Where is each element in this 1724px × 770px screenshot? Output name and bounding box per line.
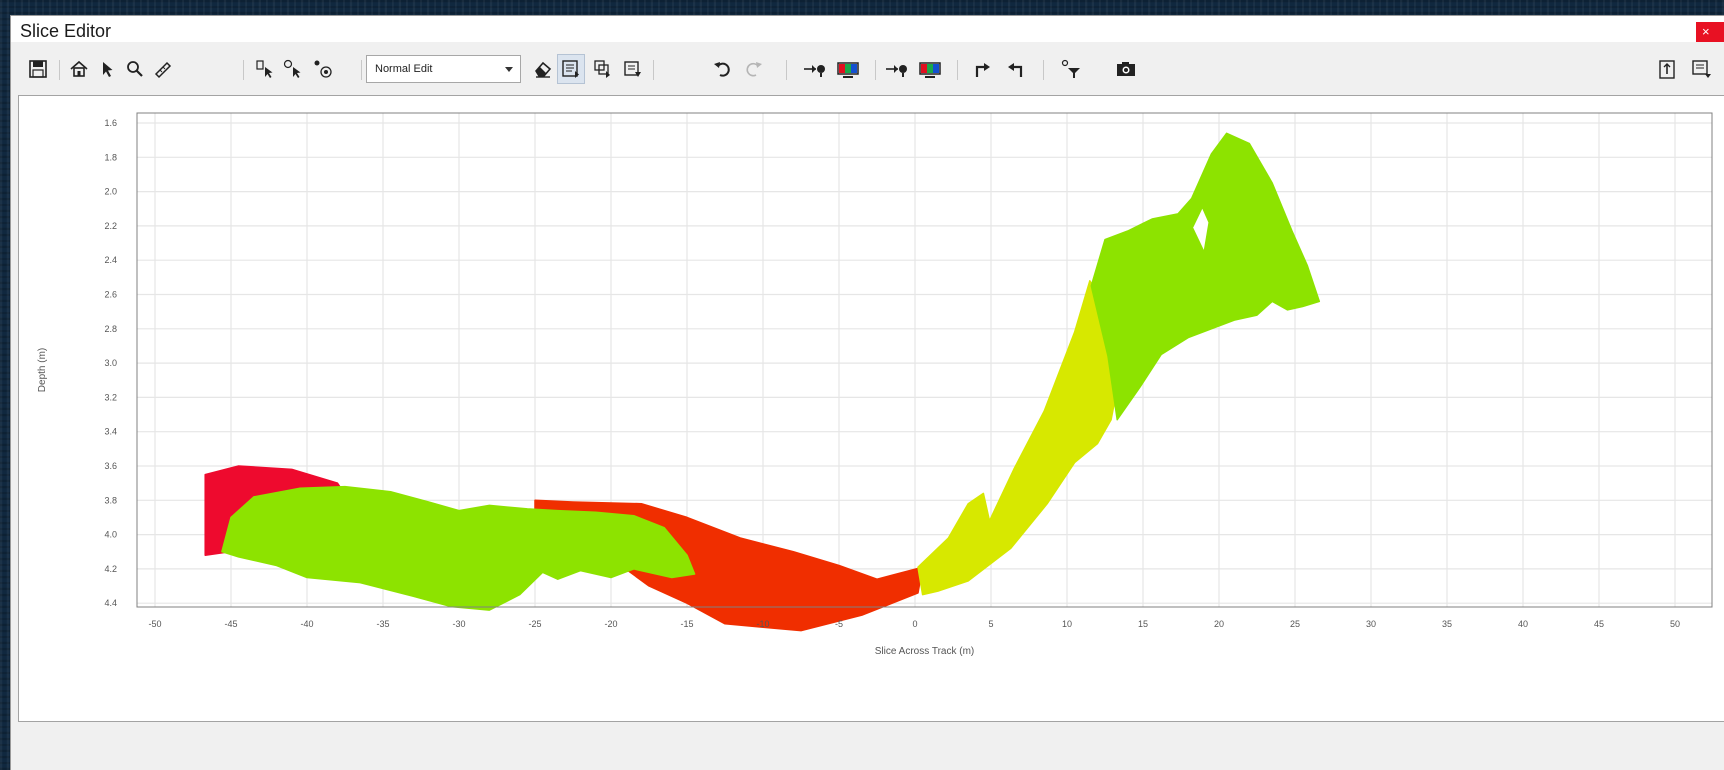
x-tick-label: -10 xyxy=(756,619,769,629)
redo-icon[interactable] xyxy=(739,54,767,84)
y-tick-label: 3.2 xyxy=(104,392,117,402)
y-axis-label: Depth (m) xyxy=(37,348,48,392)
home-icon[interactable] xyxy=(65,54,93,84)
x-tick-label: -30 xyxy=(452,619,465,629)
y-tick-label: 3.4 xyxy=(104,427,117,437)
window-title: Slice Editor xyxy=(20,21,112,41)
back-icon[interactable] xyxy=(1001,54,1029,84)
panel-menu-icon[interactable] xyxy=(1687,54,1715,84)
filter-icon[interactable] xyxy=(1058,54,1086,84)
x-tick-label: 5 xyxy=(988,619,993,629)
y-tick-label: 4.4 xyxy=(104,598,117,608)
x-tick-label: -50 xyxy=(148,619,161,629)
export-icon[interactable] xyxy=(1653,54,1681,84)
sounding-region-yellow[interactable] xyxy=(917,280,1120,596)
y-tick-label: 3.8 xyxy=(104,495,117,505)
color-icon[interactable] xyxy=(801,54,829,84)
y-tick-label: 2.6 xyxy=(104,290,117,300)
x-tick-label: -45 xyxy=(224,619,237,629)
x-tick-label: -25 xyxy=(528,619,541,629)
color-2-icon[interactable] xyxy=(883,54,911,84)
title-bar: Slice Editor × xyxy=(11,16,1724,42)
x-tick-label: 20 xyxy=(1214,619,1224,629)
colorbar-2-icon[interactable] xyxy=(916,54,944,84)
lasso-select-icon[interactable] xyxy=(589,54,617,84)
pointer-icon[interactable] xyxy=(93,54,121,84)
y-tick-label: 2.4 xyxy=(104,255,117,265)
colorbar-icon[interactable] xyxy=(834,54,862,84)
y-tick-label: 2.8 xyxy=(104,324,117,334)
plot-panel[interactable]: -50 -45 -40 -35 -30 -25 -20 -15 -10 -5 0 5 10 15 20 25 3… xyxy=(18,95,1724,722)
x-tick-label: 45 xyxy=(1594,619,1604,629)
sounding-region-green[interactable] xyxy=(1090,132,1321,421)
x-tick-label: 15 xyxy=(1138,619,1148,629)
y-tick-label: 1.6 xyxy=(104,118,117,128)
x-tick-label: 50 xyxy=(1670,619,1680,629)
x-tick-label: -5 xyxy=(835,619,843,629)
close-button[interactable]: × xyxy=(1696,22,1724,42)
x-tick-label: -20 xyxy=(604,619,617,629)
sounding-region-green[interactable] xyxy=(221,485,696,611)
x-axis-label: Slice Across Track (m) xyxy=(875,646,974,657)
x-tick-label: 10 xyxy=(1062,619,1072,629)
select-points-2-icon[interactable] xyxy=(279,54,307,84)
y-tick-label: 4.2 xyxy=(104,564,117,574)
toolbar: Normal Edit xyxy=(11,54,1724,90)
chevron-down-icon xyxy=(505,67,513,72)
x-tick-label: 25 xyxy=(1290,619,1300,629)
box-edit-icon[interactable] xyxy=(619,54,647,84)
select-points-icon[interactable] xyxy=(251,54,279,84)
camera-icon[interactable] xyxy=(1112,54,1140,84)
y-tick-label: 2.0 xyxy=(104,187,117,197)
slice-chart[interactable]: -50 -45 -40 -35 -30 -25 -20 -15 -10 -5 0 5 10 15 20 25 3… xyxy=(19,96,1724,721)
edit-mode-value: Normal Edit xyxy=(375,63,433,75)
data-gap xyxy=(1193,208,1209,250)
save-icon[interactable] xyxy=(24,54,52,84)
x-tick-label: 0 xyxy=(912,619,917,629)
y-tick-label: 2.2 xyxy=(104,221,117,231)
undo-icon[interactable] xyxy=(709,54,737,84)
x-tick-label: -35 xyxy=(376,619,389,629)
x-tick-label: -40 xyxy=(300,619,313,629)
slice-editor-window: Slice Editor × xyxy=(10,15,1724,770)
select-points-3-icon[interactable] xyxy=(309,54,337,84)
zoom-icon[interactable] xyxy=(121,54,149,84)
eraser-icon[interactable] xyxy=(529,54,557,84)
y-tick-label: 4.0 xyxy=(104,530,117,540)
close-icon: × xyxy=(1702,24,1710,39)
y-tick-label: 3.6 xyxy=(104,461,117,471)
y-tick-label: 3.0 xyxy=(104,358,117,368)
forward-icon[interactable] xyxy=(969,54,997,84)
x-tick-label: -15 xyxy=(680,619,693,629)
measure-icon[interactable] xyxy=(149,54,177,84)
edit-mode-select[interactable]: Normal Edit xyxy=(366,55,521,83)
x-tick-label: 35 xyxy=(1442,619,1452,629)
x-tick-label: 30 xyxy=(1366,619,1376,629)
y-tick-label: 1.8 xyxy=(104,152,117,162)
box-select-icon[interactable] xyxy=(557,54,585,84)
x-tick-label: 40 xyxy=(1518,619,1528,629)
plot-area[interactable] xyxy=(136,112,1713,608)
